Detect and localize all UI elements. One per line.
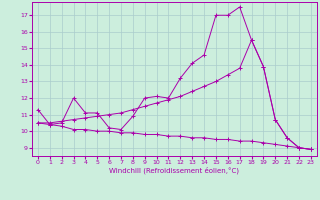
- X-axis label: Windchill (Refroidissement éolien,°C): Windchill (Refroidissement éolien,°C): [109, 167, 239, 174]
